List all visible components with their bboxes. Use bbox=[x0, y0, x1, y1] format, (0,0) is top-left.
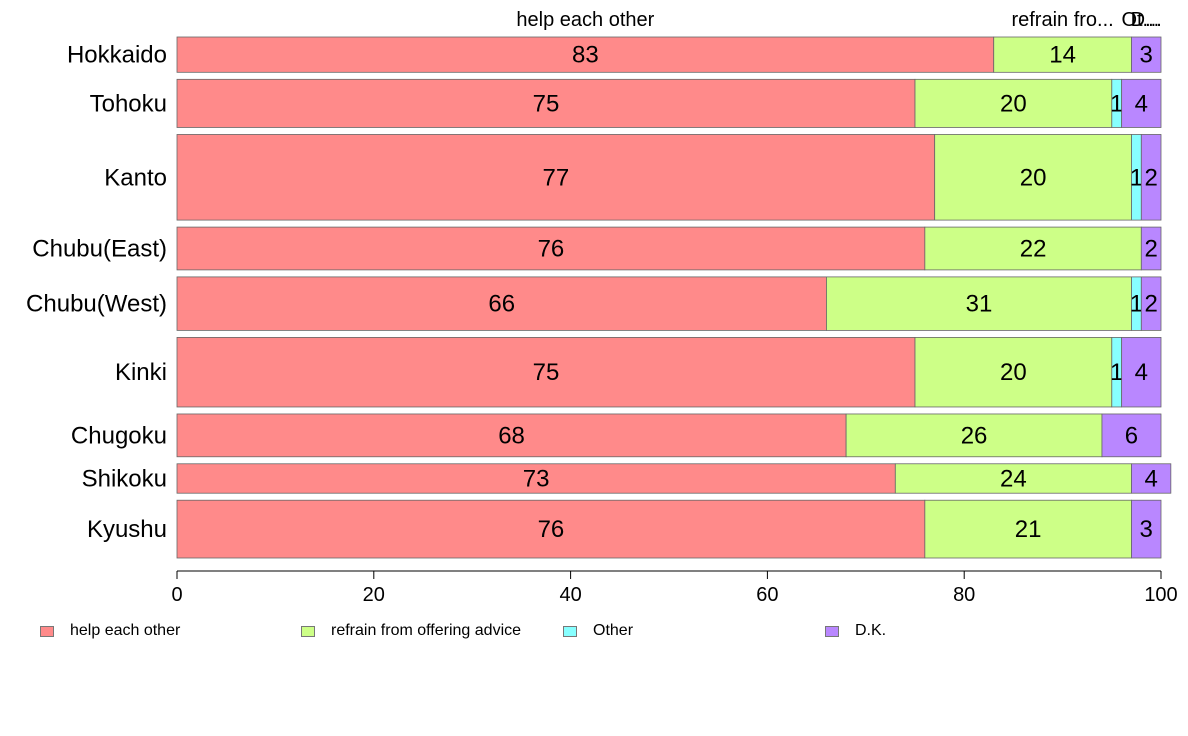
bar-segment bbox=[176, 78, 916, 128]
bar-segment bbox=[176, 36, 995, 73]
category-label: Tohoku bbox=[90, 90, 167, 117]
data-label: 4 bbox=[1135, 359, 1148, 386]
data-label: 1 bbox=[1110, 90, 1123, 117]
data-label: 73 bbox=[523, 465, 550, 492]
bar-segment bbox=[1121, 337, 1162, 408]
data-label: 24 bbox=[1000, 465, 1027, 492]
data-label: 76 bbox=[538, 516, 565, 543]
bar-segment bbox=[1101, 413, 1162, 458]
data-label: 76 bbox=[538, 235, 565, 262]
category-label: Hokkaido bbox=[67, 42, 167, 69]
data-label: 21 bbox=[1015, 516, 1042, 543]
data-label: 4 bbox=[1135, 90, 1148, 117]
bar-segment bbox=[1131, 36, 1162, 73]
data-label: 77 bbox=[542, 164, 569, 191]
category-label: Chugoku bbox=[71, 422, 167, 449]
category-label: Kinki bbox=[115, 359, 167, 386]
top-category-label: refrain fro... bbox=[1011, 9, 1113, 31]
bar-segment bbox=[1121, 78, 1162, 128]
bar-segment bbox=[1140, 134, 1162, 221]
x-tick-label: 0 bbox=[171, 584, 182, 606]
x-tick-label: 20 bbox=[363, 584, 385, 606]
bar-segment bbox=[176, 134, 936, 221]
bar-segment bbox=[826, 276, 1132, 331]
legend-item-other: Other bbox=[563, 622, 633, 640]
bar-segment bbox=[1131, 463, 1172, 494]
data-label: 20 bbox=[1020, 164, 1047, 191]
data-label: 2 bbox=[1144, 164, 1157, 191]
legend-label: help each other bbox=[70, 622, 181, 639]
data-label: 75 bbox=[533, 359, 560, 386]
data-label: 2 bbox=[1144, 291, 1157, 318]
legend-label: Other bbox=[593, 622, 634, 639]
category-label: Kanto bbox=[104, 164, 167, 191]
data-label: 20 bbox=[1000, 359, 1027, 386]
legend-label: D.K. bbox=[855, 622, 887, 639]
data-label: 66 bbox=[488, 291, 515, 318]
bar-segment bbox=[176, 499, 926, 559]
data-label: 3 bbox=[1140, 516, 1153, 543]
x-tick-label: 60 bbox=[756, 584, 778, 606]
data-label: 83 bbox=[572, 42, 599, 69]
bar-segment bbox=[1140, 226, 1162, 271]
data-label: 20 bbox=[1000, 90, 1027, 117]
bar-segment bbox=[894, 463, 1132, 494]
legend-item-refrain: refrain from offering advice bbox=[301, 622, 521, 640]
data-label: 22 bbox=[1020, 235, 1047, 262]
legend: help each other refrain from offering ad… bbox=[0, 622, 1188, 646]
category-label: Chubu(West) bbox=[26, 291, 167, 318]
x-tick-label: 100 bbox=[1144, 584, 1177, 606]
category-label: Kyushu bbox=[87, 516, 167, 543]
category-label: Chubu(East) bbox=[32, 235, 167, 262]
category-label: Shikoku bbox=[82, 465, 167, 492]
legend-swatch bbox=[40, 625, 54, 637]
bar-segment bbox=[1140, 276, 1162, 331]
bar-segment bbox=[176, 276, 827, 331]
legend-item-help: help each other bbox=[40, 622, 180, 640]
data-label: 1 bbox=[1130, 291, 1143, 318]
bar-segment bbox=[176, 226, 926, 271]
bar-segment bbox=[176, 413, 847, 458]
data-label: 6 bbox=[1125, 422, 1138, 449]
legend-swatch bbox=[825, 625, 839, 637]
data-label: 4 bbox=[1144, 465, 1157, 492]
bar-segment bbox=[993, 36, 1132, 73]
legend-swatch bbox=[301, 625, 315, 637]
data-label: 2 bbox=[1144, 235, 1157, 262]
data-label: 14 bbox=[1049, 42, 1076, 69]
top-category-label: Ot... bbox=[1121, 9, 1159, 31]
bar-segment bbox=[1131, 499, 1162, 559]
x-tick-label: 40 bbox=[559, 584, 581, 606]
data-label: 3 bbox=[1140, 42, 1153, 69]
bar-segment bbox=[924, 226, 1142, 271]
bar-segment bbox=[924, 499, 1132, 559]
data-label: 75 bbox=[533, 90, 560, 117]
data-label: 26 bbox=[961, 422, 988, 449]
legend-swatch bbox=[563, 625, 577, 637]
legend-label: refrain from offering advice bbox=[331, 622, 522, 639]
x-tick-label: 80 bbox=[953, 584, 975, 606]
bar-segment bbox=[176, 463, 896, 494]
bar-segment bbox=[914, 78, 1113, 128]
data-label: 31 bbox=[966, 291, 993, 318]
bar-segment bbox=[845, 413, 1103, 458]
data-label: 1 bbox=[1110, 359, 1123, 386]
bar-segment bbox=[934, 134, 1132, 221]
data-label: 1 bbox=[1130, 164, 1143, 191]
top-category-label: D... bbox=[1131, 9, 1162, 31]
top-category-label: help each other bbox=[516, 9, 654, 31]
bar-segment bbox=[914, 337, 1113, 408]
data-label: 68 bbox=[498, 422, 525, 449]
legend-item-dk: D.K. bbox=[825, 622, 886, 640]
